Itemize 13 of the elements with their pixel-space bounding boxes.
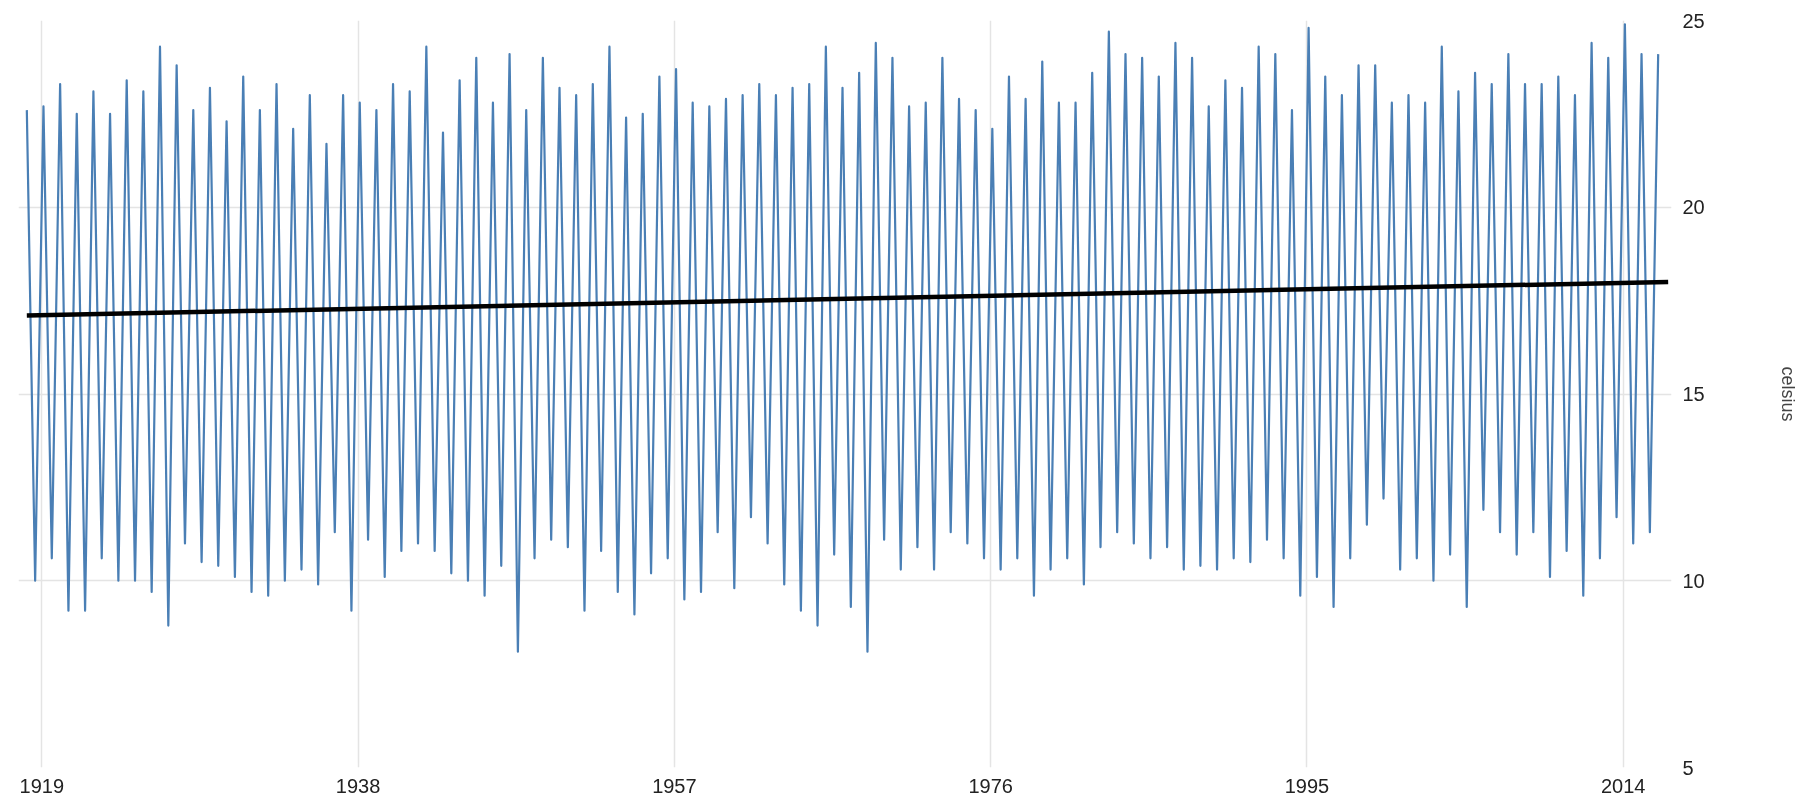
x-tick-label: 1919 (19, 774, 65, 797)
y-axis-title: celsius (1777, 366, 1798, 422)
x-tick-label: 2014 (1600, 774, 1646, 797)
x-tick-label: 1976 (968, 774, 1013, 797)
x-tick-label: 1957 (652, 774, 697, 797)
line-series (25, 23, 1660, 653)
x-tick-label: 1938 (335, 774, 381, 797)
y-tick-label: 5 (1682, 756, 1694, 779)
y-tick-label: 20 (1682, 196, 1705, 219)
y-tick-label: 10 (1682, 569, 1705, 592)
y-tick-label: 25 (1682, 9, 1705, 32)
x-tick-label: 1995 (1284, 774, 1330, 797)
y-tick-label: 15 (1682, 383, 1705, 405)
